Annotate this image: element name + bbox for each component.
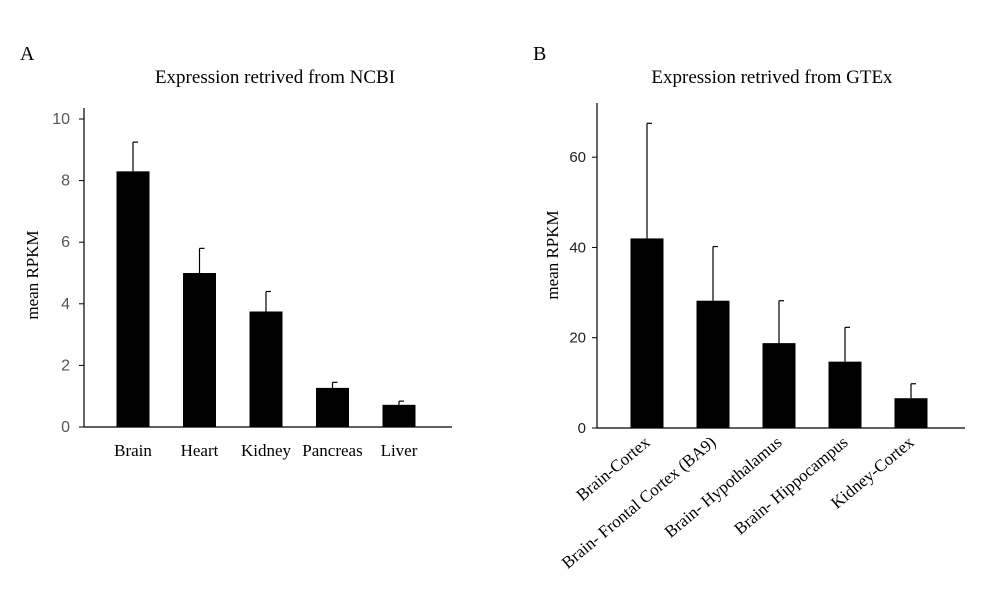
y-tick-label-a: 2 (61, 357, 70, 374)
y-tick-label-b: 20 (569, 330, 586, 347)
y-tick-label-a: 6 (61, 234, 70, 251)
panel-label-a: A (20, 43, 35, 65)
y-tick-label-a: 4 (61, 296, 70, 313)
category-label-a-5: Liver (381, 441, 418, 460)
y-tick-label-a: 10 (52, 111, 70, 128)
panel-label-b: B (533, 43, 546, 65)
category-label-a-3: Kidney (241, 441, 292, 460)
bar-a-4 (316, 387, 349, 427)
y-tick-label-a: 8 (61, 173, 70, 190)
y-tick-label-b: 60 (569, 149, 586, 166)
category-label-a-1: Brain (114, 441, 152, 460)
bar-b-2 (696, 300, 730, 428)
bar-b-4 (828, 361, 862, 428)
bar-b-1 (630, 238, 664, 428)
category-label-b-4: Brain- Hippocampus (730, 433, 851, 539)
category-label-a-2: Heart (181, 441, 219, 460)
chart-title-a: Expression retrived from NCBI (155, 67, 395, 88)
bar-a-5 (382, 404, 416, 427)
y-axis-label-a: mean RPKM (23, 230, 42, 319)
chart-panel-a: A Expression retrived from NCBI mean RPK… (20, 43, 452, 460)
y-tick-label-b: 0 (578, 420, 586, 437)
category-label-a-4: Pancreas (302, 441, 362, 460)
bar-a-1 (116, 171, 150, 427)
bar-a-3 (249, 311, 283, 427)
category-label-b-3: Brain- Hypothalamus (661, 433, 786, 542)
y-tick-label-b: 40 (569, 239, 586, 256)
bar-b-5 (894, 398, 928, 428)
chart-title-b: Expression retrived from GTEx (651, 67, 893, 88)
chart-panel-b: B Expression retrived from GTEx mean RPK… (533, 43, 965, 572)
bar-b-3 (762, 343, 796, 428)
y-tick-label-a: 0 (61, 419, 70, 436)
bar-a-2 (183, 273, 216, 427)
y-axis-label-b: mean RPKM (543, 210, 562, 299)
